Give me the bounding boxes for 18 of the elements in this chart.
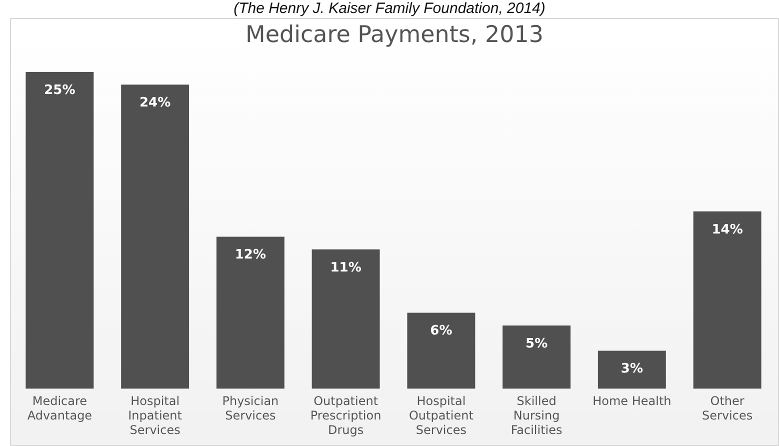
- x-tick-label: Skilled Nursing Facilities: [510, 394, 562, 437]
- data-label: 14%: [712, 222, 743, 238]
- data-label: 5%: [526, 336, 548, 352]
- text: (The Henry J. Kaiser Family Foundation, 2014): [232, 0, 546, 17]
- data-label: 12%: [234, 248, 266, 263]
- data-label: 24%: [140, 96, 171, 111]
- x-tick-label: Hospital Outpatient Services: [408, 394, 474, 437]
- x-tick-label: Physician Services: [222, 394, 279, 423]
- chart-title: Medicare Payments, 2013: [244, 22, 544, 48]
- x-tick-label: Medicare Advantage: [27, 394, 92, 423]
- data-label: 6%: [430, 324, 452, 339]
- x-tick-label: Hospital Inpatient Services: [128, 394, 182, 437]
- x-tick-label: Home Health: [592, 394, 672, 408]
- x-tick-label: Other Services: [702, 394, 753, 423]
- data-label: 25%: [44, 82, 76, 98]
- data-label: 3%: [620, 362, 643, 377]
- x-tick-label: Outpatient Prescription Drugs: [310, 394, 382, 437]
- data-label: 11%: [330, 260, 362, 276]
